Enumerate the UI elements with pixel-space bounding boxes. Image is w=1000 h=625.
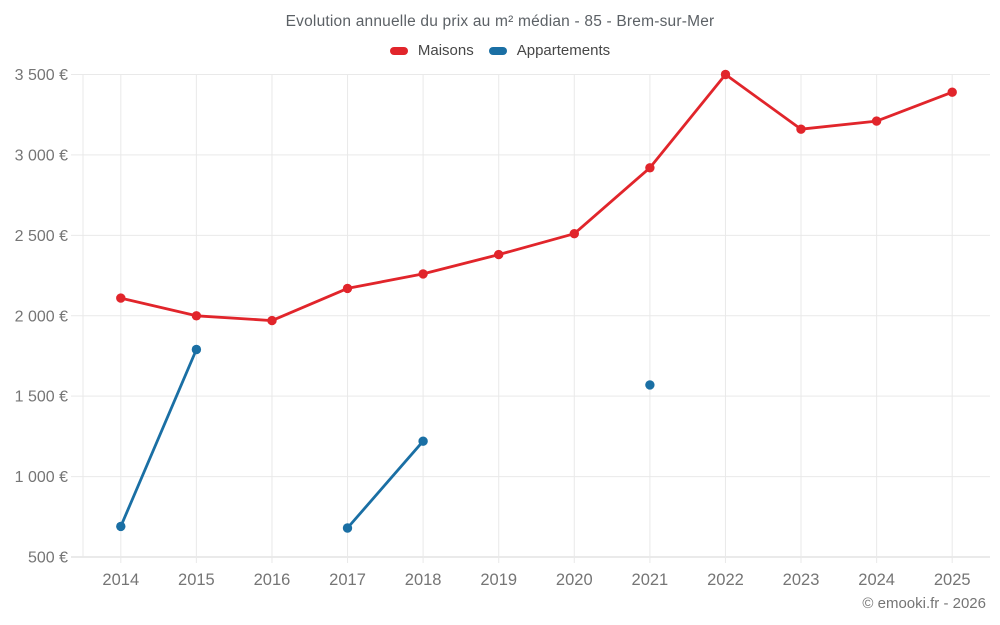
y-axis-tick-label: 3 500 € [15, 67, 68, 84]
x-axis-tick-label: 2021 [632, 571, 669, 589]
maisons-series-swatch-icon [389, 46, 408, 55]
data-point-maisons-2021[interactable] [645, 163, 655, 173]
data-point-appartements-2017[interactable] [342, 523, 353, 533]
data-point-appartements-2014[interactable] [116, 521, 126, 532]
credit-text: © emooki.fr - 2026 [862, 595, 986, 612]
data-point-maisons-2015[interactable] [191, 311, 202, 321]
y-axis-tick-label: 1 000 € [15, 469, 68, 486]
x-axis-tick-label: 2016 [254, 571, 291, 589]
x-axis-tick-label: 2023 [783, 571, 820, 589]
y-axis-tick-label: 2 000 € [15, 308, 68, 325]
legend-label-maisons: Maisons [417, 42, 474, 59]
legend-item-maisons[interactable]: Maisons [389, 42, 474, 59]
x-axis-tick-label: 2014 [102, 571, 139, 589]
data-point-maisons-2017[interactable] [342, 283, 353, 294]
x-axis-tick-label: 2024 [858, 571, 895, 589]
legend-label-appartements: Appartements [516, 42, 611, 59]
data-point-maisons-2023[interactable] [796, 124, 806, 134]
x-axis-tick-label: 2018 [405, 571, 442, 589]
data-point-maisons-2022[interactable] [720, 69, 731, 80]
legend-item-appartements[interactable]: Appartements [488, 42, 611, 59]
x-axis-tick-label: 2022 [707, 571, 744, 589]
y-axis-tick-label: 1 500 € [15, 389, 68, 406]
x-axis-tick-label: 2020 [556, 571, 593, 589]
data-point-appartements-2021[interactable] [645, 380, 655, 390]
y-axis-tick-label: 500 € [28, 550, 68, 567]
data-point-maisons-2019[interactable] [494, 249, 504, 260]
data-point-maisons-2020[interactable] [569, 229, 579, 239]
chart-title: Evolution annuelle du prix au m² médian … [285, 13, 715, 30]
data-point-appartements-2018[interactable] [418, 436, 428, 446]
data-point-maisons-2025[interactable] [947, 87, 957, 97]
x-axis-tick-label: 2015 [178, 571, 215, 589]
appartements-series-swatch-icon [488, 46, 507, 55]
data-point-maisons-2024[interactable] [871, 116, 882, 126]
chart-legend: Maisons Appartements [0, 42, 1000, 59]
data-point-appartements-2015[interactable] [191, 344, 202, 355]
x-axis-tick-label: 2017 [329, 571, 366, 589]
y-axis-tick-label: 3 000 € [15, 147, 68, 164]
data-point-maisons-2014[interactable] [116, 293, 126, 303]
x-axis-tick-label: 2025 [934, 571, 971, 589]
data-point-maisons-2016[interactable] [267, 315, 277, 326]
series-line-maisons [119, 73, 954, 322]
series-line-appartements [121, 350, 650, 529]
data-point-maisons-2018[interactable] [418, 269, 428, 279]
x-axis-tick-label: 2019 [480, 571, 517, 589]
y-axis-tick-label: 2 500 € [15, 228, 68, 245]
